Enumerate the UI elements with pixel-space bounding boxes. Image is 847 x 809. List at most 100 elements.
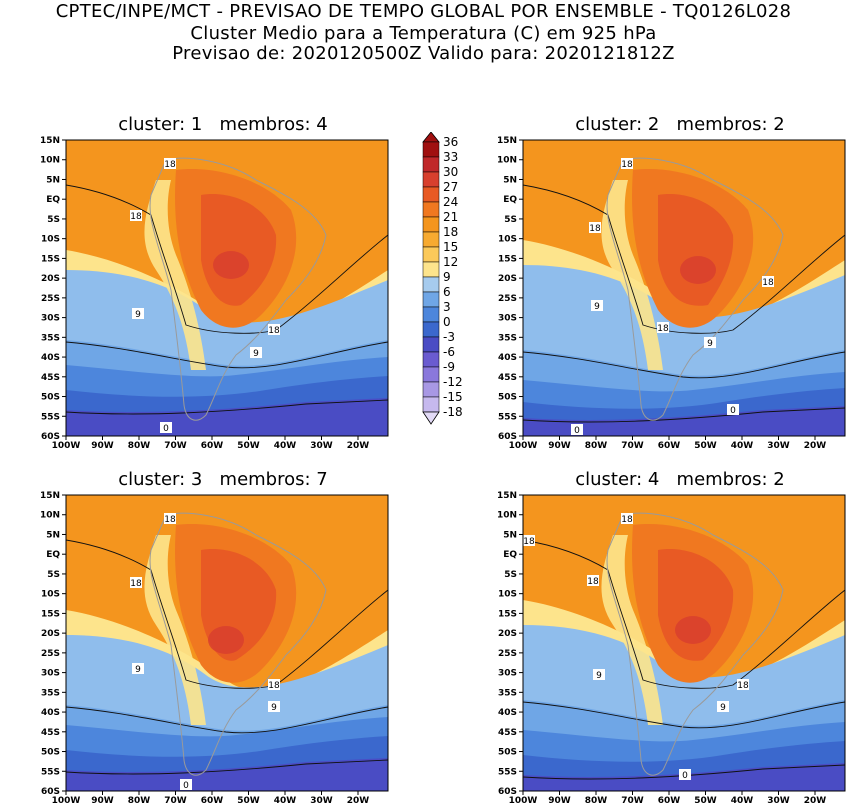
lon-tick-label: 70W xyxy=(164,441,187,450)
svg-text:18: 18 xyxy=(737,681,749,691)
contour-label: 18 xyxy=(587,575,599,587)
lat-tick-label: 10N xyxy=(497,156,517,166)
figure-subtitle: Cluster Medio para a Temperatura (C) em … xyxy=(190,23,657,44)
svg-text:18: 18 xyxy=(130,579,142,589)
colorbar-level-label: -15 xyxy=(443,390,463,404)
lat-tick-label: 15N xyxy=(40,136,60,146)
svg-text:18: 18 xyxy=(164,515,176,525)
svg-text:18: 18 xyxy=(587,577,599,587)
lat-tick-label: 35S xyxy=(498,688,517,698)
lon-tick-label: 80W xyxy=(128,796,151,805)
colorbar-level-label: 15 xyxy=(443,240,459,254)
panel-title-cluster-1: cluster: 1 membros: 4 xyxy=(118,114,328,135)
lat-tick-label: EQ xyxy=(503,195,517,205)
colorbar-level-label: 6 xyxy=(443,285,451,299)
lat-tick-label: EQ xyxy=(503,550,517,560)
lat-tick-label: 40S xyxy=(498,353,517,363)
colorbar-level-label: -12 xyxy=(443,375,463,389)
svg-text:0: 0 xyxy=(682,771,688,781)
colorbar-level-label: 30 xyxy=(443,165,459,179)
lat-tick-label: 30S xyxy=(41,669,60,679)
lon-tick-label: 100W xyxy=(509,441,538,450)
lon-tick-label: 80W xyxy=(585,796,608,805)
lat-tick-label: 25S xyxy=(41,649,60,659)
lon-tick-label: 100W xyxy=(52,441,81,450)
lat-tick-label: 5N xyxy=(503,530,517,540)
lat-tick-label: 20S xyxy=(498,629,517,639)
forecast-dates: Previsao de: 2020120500Z Valido para: 20… xyxy=(172,43,675,64)
map-panel-cluster-3: 18 18 18 9 9 0 15N 10N 5N EQ 5S 10S 15S 20S 25S 30S 35S 4… xyxy=(10,487,390,809)
lon-tick-label: 90W xyxy=(548,441,571,450)
lon-tick-label: 100W xyxy=(52,796,81,805)
lon-tick-label: 50W xyxy=(694,441,717,450)
lon-tick-label: 90W xyxy=(91,441,114,450)
lat-tick-label: EQ xyxy=(46,550,60,560)
svg-text:18: 18 xyxy=(589,224,601,234)
colorbar-level-label: -3 xyxy=(443,330,455,344)
lat-tick-label: 20S xyxy=(41,274,60,284)
temperature-map-3: 18 18 18 9 9 0 15N 10N 5N EQ 5S 10S 15S 20S 25S 30S 35S 4… xyxy=(40,491,389,806)
svg-text:9: 9 xyxy=(596,671,602,681)
lat-tick-label: 15N xyxy=(497,491,517,501)
contour-label: 18 xyxy=(130,577,142,589)
lon-tick-label: 30W xyxy=(310,441,333,450)
lon-tick-label: 90W xyxy=(548,796,571,805)
colorbar-level-label: 3 xyxy=(443,300,451,314)
contour-label: 0 xyxy=(679,769,691,781)
contour-label: 18 xyxy=(657,322,669,334)
colorbar-level-label: 33 xyxy=(443,150,459,164)
lon-tick-label: 50W xyxy=(694,796,717,805)
lat-tick-label: 50S xyxy=(41,393,60,403)
lon-tick-label: 20W xyxy=(347,441,370,450)
lon-tick-label: 30W xyxy=(767,441,790,450)
lat-tick-label: 15S xyxy=(41,254,60,264)
svg-text:9: 9 xyxy=(594,302,600,312)
colorbar-level-label: 18 xyxy=(443,225,459,239)
contour-label: 18 xyxy=(268,679,280,691)
lat-tick-label: 10N xyxy=(497,511,517,521)
lon-tick-label: 40W xyxy=(274,441,297,450)
contour-label: 9 xyxy=(250,347,262,359)
lon-tick-label: 20W xyxy=(804,441,827,450)
lat-tick-label: 20S xyxy=(41,629,60,639)
lon-tick-label: 40W xyxy=(731,441,754,450)
lon-tick-label: 20W xyxy=(804,796,827,805)
lat-tick-label: 15N xyxy=(497,136,517,146)
lat-tick-label: 45S xyxy=(498,373,517,383)
lon-tick-label: 40W xyxy=(731,796,754,805)
svg-text:18: 18 xyxy=(657,324,669,334)
lat-tick-label: 10S xyxy=(41,590,60,600)
lat-tick-label: 55S xyxy=(498,767,517,777)
lat-tick-label: 5S xyxy=(504,215,517,225)
lon-tick-label: 60W xyxy=(201,796,224,805)
lon-tick-label: 80W xyxy=(128,441,151,450)
colorbar-level-label: 9 xyxy=(443,270,451,284)
contour-label: 18 xyxy=(268,324,280,336)
lat-tick-label: 30S xyxy=(498,669,517,679)
lat-tick-label: 60S xyxy=(498,432,517,442)
contour-label: 18 xyxy=(621,513,633,525)
lat-tick-label: 15S xyxy=(498,254,517,264)
panel-title-cluster-4: cluster: 4 membros: 2 xyxy=(575,469,785,490)
lat-tick-label: 50S xyxy=(498,393,517,403)
colorbar-level-label: -9 xyxy=(443,360,455,374)
figure-title: CPTEC/INPE/MCT - PREVISAO DE TEMPO GLOBA… xyxy=(55,1,792,22)
temperature-map-2: 18 18 18 18 9 9 0 0 15N 10N 5N EQ 5S 10S 15S 20S 25S 30S 3… xyxy=(497,136,846,451)
lon-tick-label: 70W xyxy=(164,796,187,805)
lat-tick-label: 45S xyxy=(498,728,517,738)
map-panel-cluster-1: 18 18 18 9 9 0 15N 10N 5N EQ 5S 10S 15S 20S 25S 30S 35S 4… xyxy=(10,132,390,454)
contour-label: 18 xyxy=(164,513,176,525)
colorbar-level-label: 27 xyxy=(443,180,459,194)
lon-tick-label: 20W xyxy=(347,796,370,805)
lat-tick-label: 35S xyxy=(41,333,60,343)
contour-label: 18 xyxy=(589,222,601,234)
lat-tick-label: 55S xyxy=(41,767,60,777)
colorbar xyxy=(422,132,440,425)
svg-text:18: 18 xyxy=(268,326,280,336)
lat-tick-label: 20S xyxy=(498,274,517,284)
contour-label: 0 xyxy=(160,422,172,434)
lat-tick-label: 25S xyxy=(498,649,517,659)
colorbar-level-label: 36 xyxy=(443,135,459,149)
contour-label: 9 xyxy=(704,337,716,349)
colorbar-level-label: 12 xyxy=(443,255,459,269)
